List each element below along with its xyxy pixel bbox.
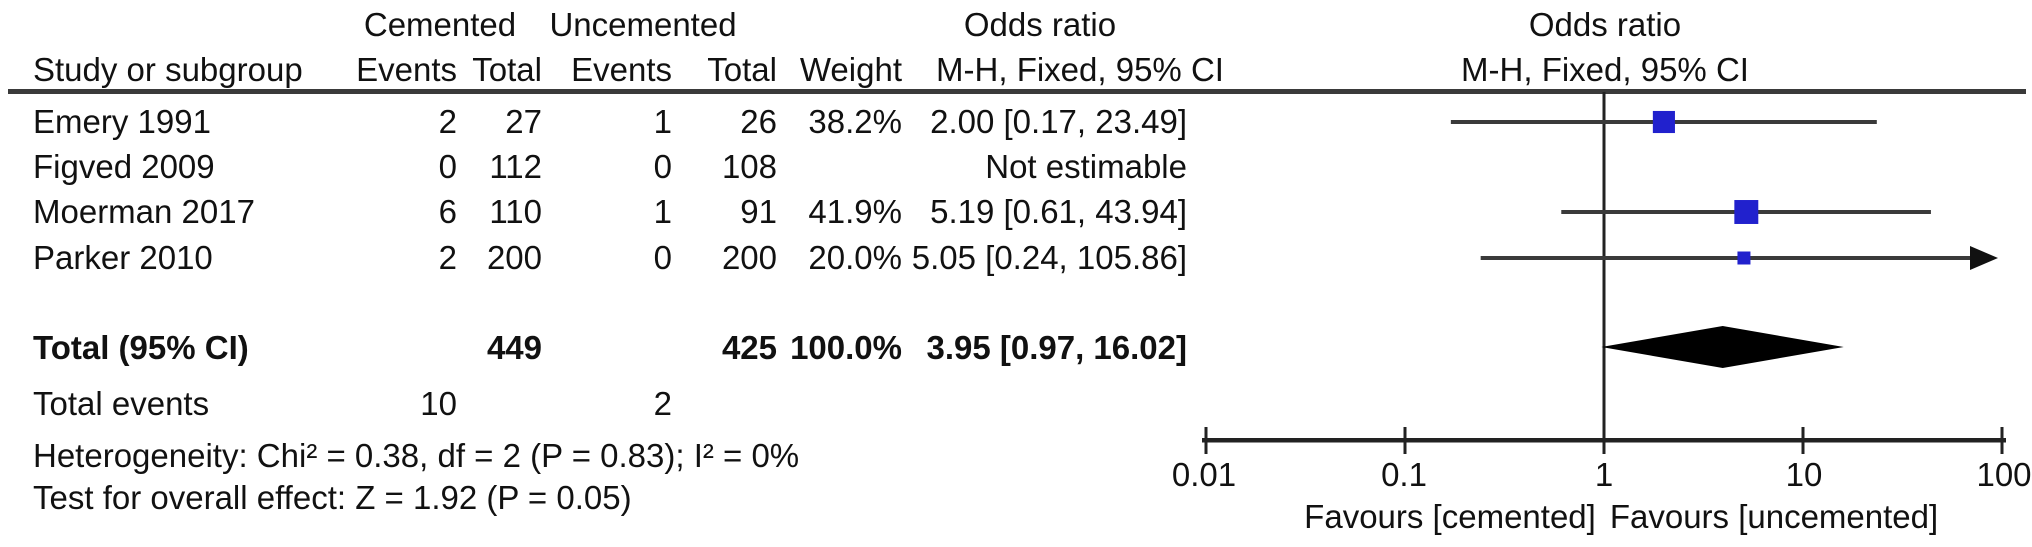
total-label: Total (95% CI)	[33, 329, 249, 366]
or-point-square	[1652, 110, 1675, 134]
or-ci-text: 5.19 [0.61, 43.94]	[930, 193, 1187, 230]
header-separator-line	[8, 89, 2026, 94]
total-uncemented: 91	[740, 193, 777, 230]
ci-line	[1480, 256, 1976, 260]
col-header-study: Study or subgroup	[33, 51, 303, 88]
group1-header: Cemented	[363, 6, 517, 43]
events-cemented: 0	[438, 148, 457, 185]
events-uncemented: 0	[653, 239, 672, 276]
column-header-row: Study or subgroup Events Total Events To…	[0, 47, 2032, 93]
col-header-events-uncemented: Events	[571, 51, 672, 88]
col-header-events-cemented: Events	[356, 51, 457, 88]
grand-total-uncemented: 425	[721, 329, 777, 366]
total-uncemented: 26	[740, 103, 777, 140]
study-name: Figved 2009	[33, 148, 215, 185]
x-axis-tick	[1204, 427, 1208, 454]
or-point-square	[1734, 200, 1759, 224]
col-header-total-cemented: Total	[472, 51, 542, 88]
total-row: Total (95% CI) 449 425 100.0% 3.95 [0.97…	[0, 325, 2032, 371]
ci-arrowhead	[1970, 246, 1998, 270]
total-events-row: Total events 10 2	[0, 381, 2032, 427]
x-tick-label: 10	[1785, 456, 1823, 493]
total-events-cemented: 10	[420, 385, 457, 422]
grand-total-cemented: 449	[486, 329, 542, 366]
total-or-ci-text: 3.95 [0.97, 16.02]	[926, 329, 1187, 366]
x-tick-label: 0.01	[1171, 456, 1237, 493]
study-row: Emery 1991 2 27 1 26 38.2% 2.00 [0.17, 2…	[0, 99, 2032, 145]
events-uncemented: 1	[653, 193, 672, 230]
plot-subtitle: M-H, Fixed, 95% CI	[1461, 51, 1749, 88]
or-point-square	[1737, 251, 1751, 265]
study-name: Moerman 2017	[33, 193, 255, 230]
total-events-uncemented: 2	[653, 385, 672, 422]
total-cemented: 112	[489, 148, 542, 185]
col-header-weight: Weight	[799, 51, 902, 88]
events-uncemented: 0	[653, 148, 672, 185]
x-tick-label: 1	[1594, 456, 1614, 493]
study-name: Emery 1991	[33, 103, 211, 140]
events-cemented: 2	[438, 239, 457, 276]
or-ci-text: 2.00 [0.17, 23.49]	[930, 103, 1187, 140]
events-uncemented: 1	[653, 103, 672, 140]
x-axis-tick	[1801, 427, 1805, 454]
or-column-title: Odds ratio	[963, 6, 1117, 43]
no-effect-line	[1602, 92, 1606, 443]
col-header-or-method: M-H, Fixed, 95% CI	[936, 51, 1224, 88]
or-ci-text: Not estimable	[985, 148, 1187, 185]
study-row: Figved 2009 0 112 0 108 Not estimable	[0, 144, 2032, 190]
or-ci-text: 5.05 [0.24, 105.86]	[911, 239, 1187, 276]
study-row: Moerman 2017 6 110 1 91 41.9% 5.19 [0.61…	[0, 189, 2032, 235]
favours-left-label: Favours [cemented]	[1304, 498, 1596, 535]
total-uncemented: 200	[721, 239, 777, 276]
weight: 20.0%	[808, 239, 902, 276]
summary-diamond	[1601, 326, 1844, 368]
weight: 41.9%	[808, 193, 902, 230]
x-tick-label: 100	[1976, 456, 2032, 493]
total-uncemented: 108	[721, 148, 777, 185]
overall-effect-note: Test for overall effect: Z = 1.92 (P = 0…	[33, 479, 632, 516]
events-cemented: 6	[438, 193, 457, 230]
x-axis-tick	[2000, 427, 2004, 454]
total-cemented: 110	[489, 193, 542, 230]
x-axis-tick	[1403, 427, 1407, 454]
study-row: Parker 2010 2 200 0 200 20.0% 5.05 [0.24…	[0, 235, 2032, 281]
x-tick-label: 0.1	[1381, 456, 1427, 493]
plot-title: Odds ratio	[1528, 6, 1682, 43]
total-events-label: Total events	[33, 385, 210, 422]
study-name: Parker 2010	[33, 239, 213, 276]
total-cemented: 27	[505, 103, 542, 140]
total-weight: 100.0%	[790, 329, 902, 366]
weight: 38.2%	[808, 103, 902, 140]
favours-right-label: Favours [uncemented]	[1609, 498, 1939, 535]
group2-header: Uncemented	[549, 6, 737, 43]
col-header-total-uncemented: Total	[707, 51, 777, 88]
x-axis-tick	[1602, 427, 1606, 454]
heterogeneity-note: Heterogeneity: Chi² = 0.38, df = 2 (P = …	[33, 437, 800, 474]
events-cemented: 2	[438, 103, 457, 140]
total-cemented: 200	[486, 239, 542, 276]
